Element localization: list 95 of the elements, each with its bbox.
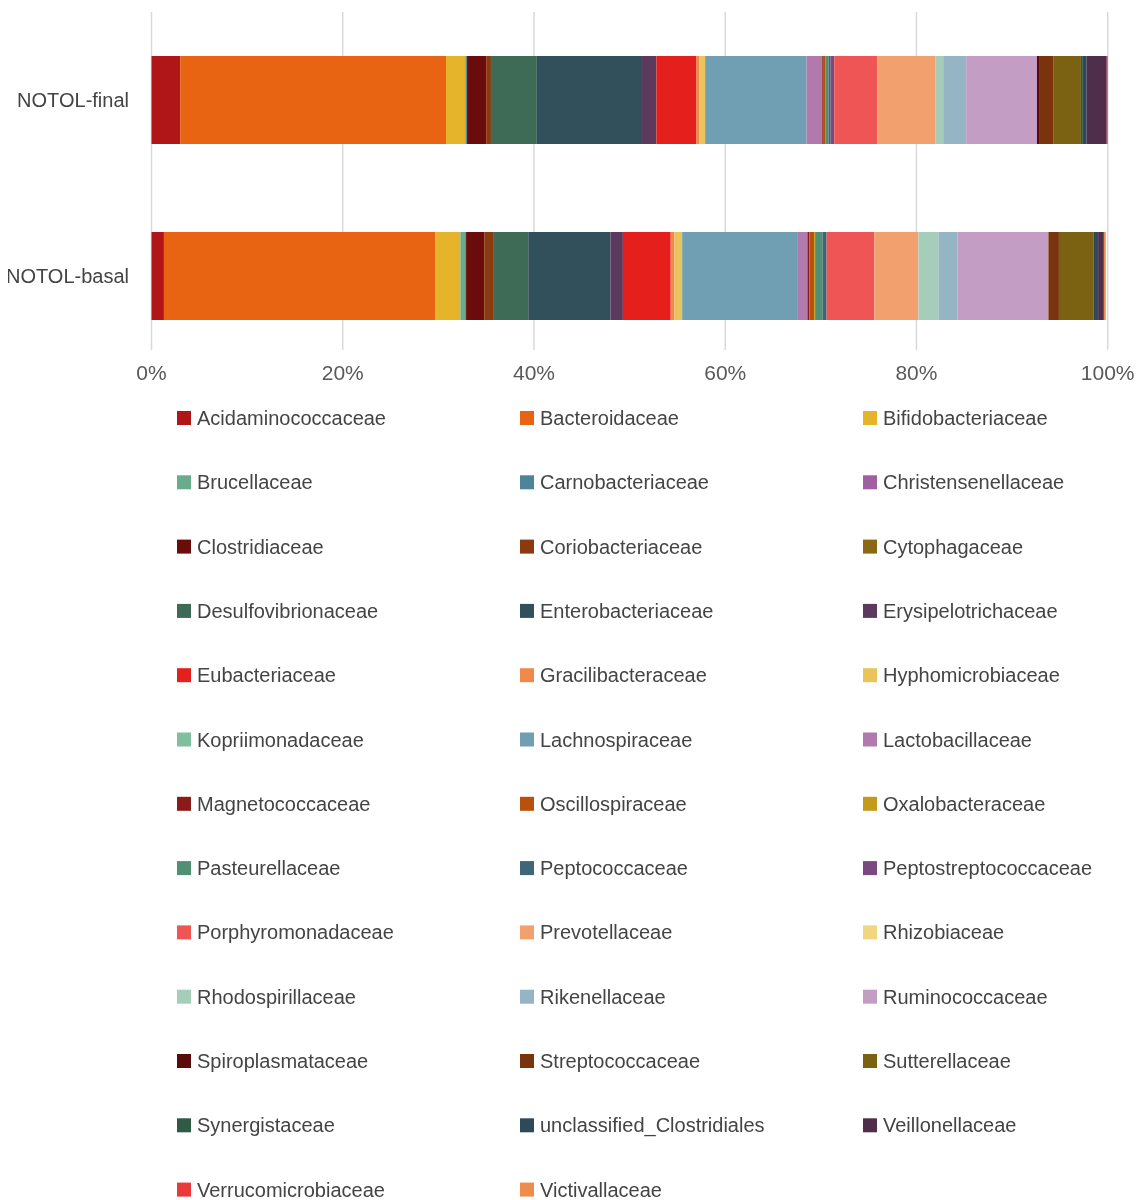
bar [1058, 232, 1094, 320]
bar [151, 232, 164, 320]
x-tick-label: 0% [136, 361, 167, 384]
bar [918, 232, 939, 320]
x-tick-label: 80% [895, 361, 938, 384]
bar [622, 232, 671, 320]
bar [809, 232, 815, 320]
bar [1036, 56, 1040, 144]
legend-label: Pasteurellaceae [197, 857, 341, 880]
legend-label: Coriobacteriaceae [540, 535, 703, 558]
bar [493, 232, 529, 320]
legend-label: Erysipelotrichaceae [883, 599, 1058, 622]
bar [1082, 56, 1087, 144]
bar [1053, 56, 1081, 144]
bar [699, 56, 706, 144]
legend-label: Christensenellaceae [883, 471, 1065, 494]
legend-label: Streptococcaceae [540, 1050, 701, 1072]
bar [877, 56, 936, 144]
bar [536, 56, 643, 144]
bar [705, 56, 807, 144]
bar [806, 56, 822, 144]
legend-label: Acidaminococcaceae [197, 407, 386, 429]
legend-label: Carnobacteriaceae [540, 471, 709, 494]
legend-label: Porphyromonadaceae [197, 921, 394, 944]
bar [966, 56, 1037, 144]
bar [826, 232, 875, 320]
bar [815, 232, 823, 320]
bar [822, 232, 827, 320]
x-tick-label: 40% [512, 361, 555, 384]
bar [943, 56, 967, 144]
bar [446, 56, 466, 144]
bar [874, 232, 919, 320]
legend-label: Synergistaceae [197, 1114, 335, 1137]
bar [528, 232, 611, 320]
bar [460, 232, 466, 320]
x-tick-label: 20% [321, 361, 364, 384]
legend-label: Hyphomicrobiaceae [883, 664, 1060, 687]
legend-label: Bacteroidaceae [540, 407, 679, 429]
bar [151, 56, 181, 144]
bar [797, 232, 808, 320]
bar [1093, 232, 1099, 320]
legend-label: Cytophagaceae [883, 535, 1024, 558]
legend-label: Oscillospiraceae [540, 792, 687, 815]
legend-label: Verrucomicrobiaceae [197, 1178, 385, 1200]
legend-label: Sutterellaceae [883, 1050, 1011, 1072]
legend-label: Spiroplasmataceae [197, 1050, 369, 1072]
legend-label: Oxalobacteraceae [883, 792, 1046, 815]
legend-label: Ruminococcaceae [883, 985, 1048, 1008]
bar [163, 232, 436, 320]
legend-label: Clostridiaceae [197, 535, 324, 558]
legend-label: Lactobacillaceae [883, 728, 1032, 751]
x-tick-label: 100% [1080, 361, 1135, 384]
bar [935, 56, 944, 144]
legend-label: Kopriimonadaceae [197, 728, 364, 751]
bar [490, 56, 537, 144]
x-tick-label: 60% [704, 361, 747, 384]
legend-label: Bifidobacteriaceae [883, 407, 1048, 429]
legend-label: Magnetococcaceae [197, 792, 371, 815]
y-tick-label: NOTOL-final [17, 89, 129, 111]
bar [1039, 56, 1054, 144]
bar [670, 232, 675, 320]
bar [1098, 232, 1104, 320]
legend-label: Gracilibacteraceae [540, 664, 707, 687]
bar [674, 232, 683, 320]
legend-label: Eubacteriaceae [197, 664, 336, 687]
legend-label: Prevotellaceae [540, 921, 673, 944]
legend-label: Peptostreptococcaceae [883, 857, 1093, 880]
legend-label: Desulfovibrionaceae [197, 599, 379, 622]
legend-label: Victivallaceae [540, 1178, 662, 1200]
legend-label: Peptococcaceae [540, 857, 688, 880]
legend-label: Rhodospirillaceae [197, 985, 356, 1008]
legend-label: Lachnospiraceae [540, 728, 693, 751]
legend-label: Brucellaceae [197, 471, 313, 494]
y-tick-label: NOTOL-basal [5, 265, 129, 287]
bar [466, 232, 485, 320]
bar [830, 56, 835, 144]
bar [642, 56, 657, 144]
bar [484, 232, 494, 320]
bar [1048, 232, 1059, 320]
bar [180, 56, 447, 144]
bar [938, 232, 958, 320]
legend-label: Veillonellaceae [883, 1114, 1017, 1137]
bar [682, 232, 798, 320]
legend-label: Rikenellaceae [540, 985, 666, 1008]
bar [467, 56, 487, 144]
bar [957, 232, 1049, 320]
bar [1086, 56, 1107, 144]
legend-label: unclassified_Clostridiales [540, 1114, 765, 1138]
bar [610, 232, 623, 320]
legend-label: Rhizobiaceae [883, 921, 1005, 944]
bar [834, 56, 878, 144]
bar [486, 56, 491, 144]
bar [435, 232, 461, 320]
legend-label: Enterobacteriaceae [540, 599, 714, 622]
bar [656, 56, 697, 144]
